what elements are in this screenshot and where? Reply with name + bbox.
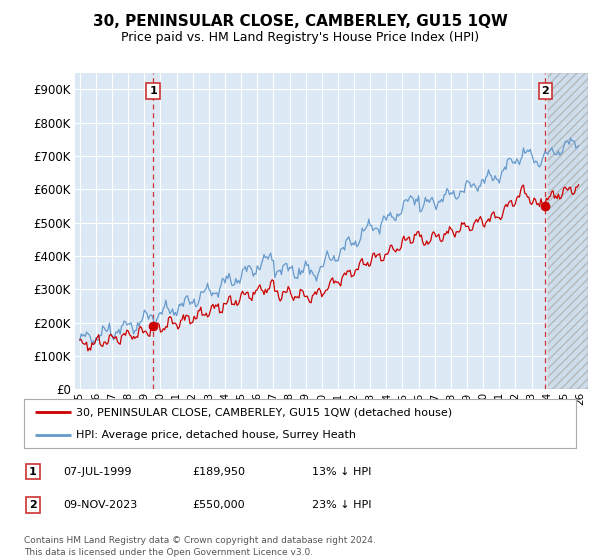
Text: 23% ↓ HPI: 23% ↓ HPI (312, 500, 371, 510)
Text: Contains HM Land Registry data © Crown copyright and database right 2024.
This d: Contains HM Land Registry data © Crown c… (24, 536, 376, 557)
Text: 2: 2 (541, 86, 549, 96)
Text: 09-NOV-2023: 09-NOV-2023 (63, 500, 137, 510)
Text: £550,000: £550,000 (192, 500, 245, 510)
Text: 30, PENINSULAR CLOSE, CAMBERLEY, GU15 1QW (detached house): 30, PENINSULAR CLOSE, CAMBERLEY, GU15 1Q… (76, 407, 452, 417)
Text: HPI: Average price, detached house, Surrey Heath: HPI: Average price, detached house, Surr… (76, 430, 356, 440)
Text: 1: 1 (29, 466, 37, 477)
Text: 07-JUL-1999: 07-JUL-1999 (63, 466, 131, 477)
Text: 30, PENINSULAR CLOSE, CAMBERLEY, GU15 1QW: 30, PENINSULAR CLOSE, CAMBERLEY, GU15 1Q… (92, 14, 508, 29)
Text: Price paid vs. HM Land Registry's House Price Index (HPI): Price paid vs. HM Land Registry's House … (121, 31, 479, 44)
Text: 1: 1 (149, 86, 157, 96)
Text: £189,950: £189,950 (192, 466, 245, 477)
Text: 13% ↓ HPI: 13% ↓ HPI (312, 466, 371, 477)
Text: 2: 2 (29, 500, 37, 510)
